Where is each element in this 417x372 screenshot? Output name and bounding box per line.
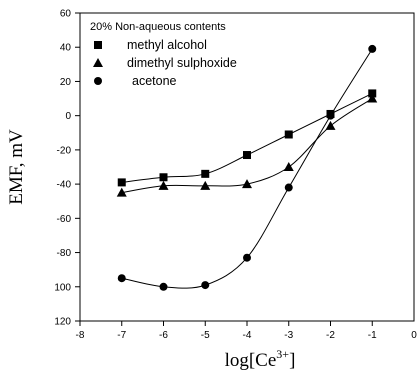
x-axis-title-superscript: 3+ xyxy=(276,347,289,361)
x-axis-title-close: ] xyxy=(289,350,295,371)
y-tick-label: -40 xyxy=(57,180,72,191)
data-point-circle xyxy=(326,111,335,120)
y-tick-label: 40 xyxy=(60,43,72,54)
data-point-circle xyxy=(243,253,251,262)
x-tick-label: -7 xyxy=(117,330,126,341)
x-tick-label: 0 xyxy=(411,330,417,341)
legend-marker-circle xyxy=(94,77,102,85)
data-point-circle xyxy=(117,274,126,283)
data-point-square xyxy=(201,169,210,178)
chart-annotation: 20% Non-aqueous contents xyxy=(90,21,226,33)
data-point-triangle xyxy=(158,180,169,190)
y-tick-label: 0 xyxy=(65,111,71,122)
data-point-circle xyxy=(159,282,168,291)
y-tick-label: -20 xyxy=(57,145,72,156)
curve-square xyxy=(121,92,373,183)
y-axis-title: EMF, mV xyxy=(6,129,27,205)
data-point-square xyxy=(117,178,126,187)
data-point-circle xyxy=(284,183,293,192)
x-tick-label: -8 xyxy=(76,330,85,341)
x-tick-label: -2 xyxy=(326,330,335,341)
data-point-square xyxy=(368,89,377,98)
data-point-circle xyxy=(368,44,377,53)
x-tick-label: -6 xyxy=(159,330,168,341)
axis-ticks: -8 -7 -6 -5 -4 -3 -2 -1 0 60 40 20 0 -20 -40 -60 -80 100 1… xyxy=(54,9,417,342)
curve-triangle xyxy=(121,98,373,194)
data-markers xyxy=(116,44,378,291)
x-axis-title-main: log[Ce xyxy=(225,350,277,371)
legend: methyl alcohol dimethyl sulphoxide acetone xyxy=(93,38,237,88)
y-tick-label: -60 xyxy=(57,214,72,225)
y-tick-label: 120 xyxy=(54,317,71,328)
data-point-square xyxy=(243,151,251,160)
x-tick-label: -4 xyxy=(243,330,252,341)
legend-marker-triangle xyxy=(93,58,103,67)
data-point-circle xyxy=(201,281,210,290)
legend-label: dimethyl sulphoxide xyxy=(127,56,237,70)
x-tick-label: -1 xyxy=(368,330,377,341)
x-axis-title: log[Ce3+] xyxy=(225,347,296,371)
x-tick-label: -5 xyxy=(201,330,210,341)
y-tick-label: -80 xyxy=(57,248,72,259)
y-tick-label: 60 xyxy=(60,9,72,20)
x-tick-label: -3 xyxy=(284,330,293,341)
data-point-triangle xyxy=(283,162,294,171)
data-point-square xyxy=(159,173,168,182)
data-point-triangle xyxy=(325,120,336,130)
legend-label: methyl alcohol xyxy=(127,38,207,52)
data-point-triangle xyxy=(200,180,211,190)
legend-marker-square xyxy=(94,41,102,49)
data-point-triangle xyxy=(367,93,378,103)
y-tick-label: 100 xyxy=(54,282,71,293)
data-point-square xyxy=(284,130,293,139)
legend-label: acetone xyxy=(132,74,177,88)
data-point-triangle xyxy=(242,179,252,189)
y-tick-label: 20 xyxy=(60,77,72,88)
data-point-triangle xyxy=(116,187,127,197)
